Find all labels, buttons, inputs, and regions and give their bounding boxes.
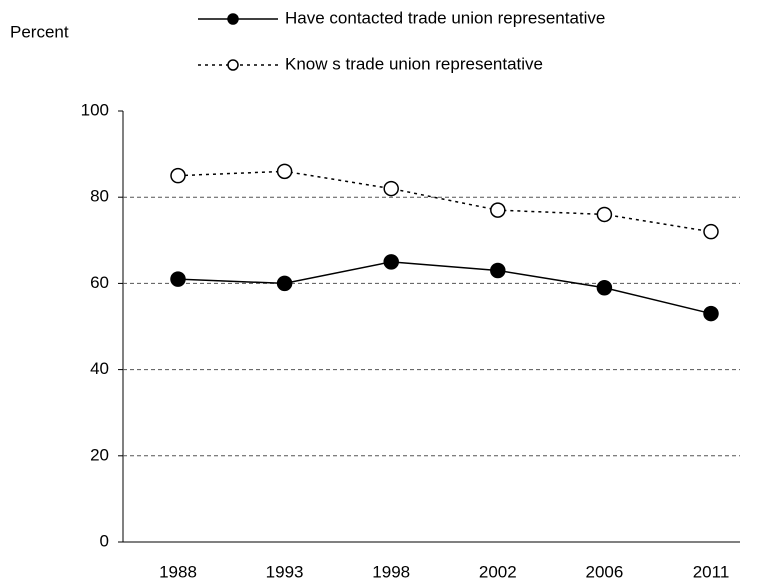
data-point [383,254,399,270]
data-point [276,163,293,180]
data-point [276,275,293,292]
x-tick-label: 2002 [479,562,517,581]
x-tick-label: 2011 [693,562,730,581]
y-tick-label: 40 [90,359,109,378]
data-point [703,223,719,240]
data-point [596,206,613,223]
data-point [170,167,186,184]
legend-marker [227,13,239,25]
data-point [383,180,399,197]
y-tick-label: 100 [81,100,109,119]
series-line [177,261,712,315]
data-point [490,202,506,218]
data-point [490,262,506,279]
data-point [170,271,186,287]
x-tick-label: 1993 [266,562,304,581]
x-tick-label: 2006 [585,562,623,581]
y-tick-label: 0 [100,531,109,550]
x-tick-label: 1988 [159,562,197,581]
y-tick-label: 80 [90,187,109,206]
x-tick-label: 1998 [372,562,410,581]
data-point [703,305,719,322]
series-line [177,170,712,233]
y-axis-label: Percent [10,22,69,41]
legend-label: Have contacted trade union representativ… [285,8,605,27]
y-tick-label: 60 [90,273,109,292]
legend-marker [227,59,239,71]
y-tick-label: 20 [90,445,109,464]
legend-label: Know s trade union representative [285,54,543,73]
data-point [596,279,613,296]
